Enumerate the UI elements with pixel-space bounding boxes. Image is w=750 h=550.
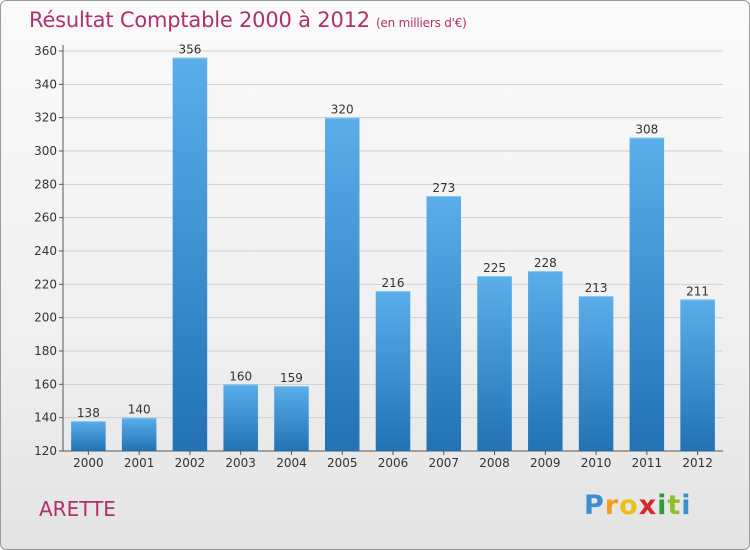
- bar-2012[interactable]: [680, 299, 715, 451]
- x-tick-label-2005: 2005: [327, 456, 358, 470]
- proxiti-logo[interactable]: Proxiti: [584, 490, 692, 521]
- data-label-2003: 160: [229, 369, 252, 383]
- bar-2002[interactable]: [172, 57, 208, 452]
- logo-letter: i: [681, 490, 692, 521]
- chart-subtitle: (en milliers d'€): [375, 16, 467, 30]
- bar-2004[interactable]: [274, 386, 309, 451]
- y-tick-label: 220: [34, 277, 57, 291]
- data-label-2004: 159: [280, 371, 303, 385]
- x-tick-label-2004: 2004: [276, 456, 307, 470]
- x-tick-label-2012: 2012: [682, 456, 713, 470]
- y-tick-label: 280: [34, 177, 57, 191]
- logo-letter: o: [619, 490, 639, 521]
- data-label-2009: 228: [534, 256, 557, 270]
- y-tick-label: 140: [34, 411, 57, 425]
- x-tick-label-2007: 2007: [428, 456, 459, 470]
- y-tick-label: 200: [34, 311, 57, 325]
- bar-2003[interactable]: [223, 384, 258, 451]
- data-label-2007: 273: [432, 181, 455, 195]
- logo-letter: t: [667, 490, 682, 521]
- bar-layer: 138 140 356 160 159 320 216 273 225 228 213 308 211: [71, 43, 715, 452]
- bar-2006[interactable]: [375, 291, 411, 451]
- x-tick-label-2006: 2006: [378, 456, 409, 470]
- bar-2010[interactable]: [578, 296, 614, 451]
- x-tick-label-2009: 2009: [530, 456, 561, 470]
- data-label-2001: 140: [128, 403, 151, 417]
- y-tick-label: 120: [34, 444, 57, 458]
- x-tick-label-2010: 2010: [581, 456, 612, 470]
- bar-2007[interactable]: [426, 196, 462, 451]
- y-tick-label: 180: [34, 344, 57, 358]
- bar-2011[interactable]: [629, 137, 665, 451]
- data-label-2002: 356: [178, 43, 201, 57]
- data-label-2000: 138: [77, 406, 100, 420]
- axis-layer: 120 140 160 180 200 220 240 260 280 300 320 340 360 2…: [34, 44, 723, 470]
- chart-title-text: Résultat Comptable 2000 à 2012: [29, 8, 370, 32]
- bar-2009[interactable]: [528, 271, 563, 451]
- x-tick-label-2011: 2011: [632, 456, 663, 470]
- bar-2001[interactable]: [121, 417, 157, 451]
- data-label-2006: 216: [382, 276, 405, 290]
- y-tick-label: 160: [34, 377, 57, 391]
- logo-letter: P: [584, 490, 605, 521]
- commune-name: ARETTE: [39, 497, 116, 521]
- y-tick-label: 300: [34, 144, 57, 158]
- y-tick-label: 340: [34, 77, 57, 91]
- x-tick-label-2001: 2001: [124, 456, 155, 470]
- data-label-2011: 308: [635, 123, 658, 137]
- logo-letter: i: [657, 490, 668, 521]
- x-tick-label-2008: 2008: [479, 456, 510, 470]
- logo-letter: x: [638, 490, 658, 521]
- data-label-2012: 211: [686, 284, 709, 298]
- data-label-2010: 213: [585, 281, 608, 295]
- x-tick-label-2003: 2003: [225, 456, 256, 470]
- data-label-2008: 225: [483, 261, 506, 275]
- bar-2008[interactable]: [477, 276, 512, 451]
- data-label-2005: 320: [331, 103, 354, 117]
- logo-letter: r: [604, 490, 620, 521]
- y-tick-label: 240: [34, 244, 57, 258]
- bar-2005[interactable]: [324, 117, 360, 452]
- chart-title: Résultat Comptable 2000 à 2012 (en millie…: [29, 8, 467, 32]
- x-tick-label-2000: 2000: [73, 456, 104, 470]
- bar-2000[interactable]: [71, 421, 106, 451]
- y-tick-label: 260: [34, 211, 57, 225]
- x-tick-label-2002: 2002: [175, 456, 206, 470]
- y-tick-label: 360: [34, 44, 57, 58]
- y-tick-label: 320: [34, 111, 57, 125]
